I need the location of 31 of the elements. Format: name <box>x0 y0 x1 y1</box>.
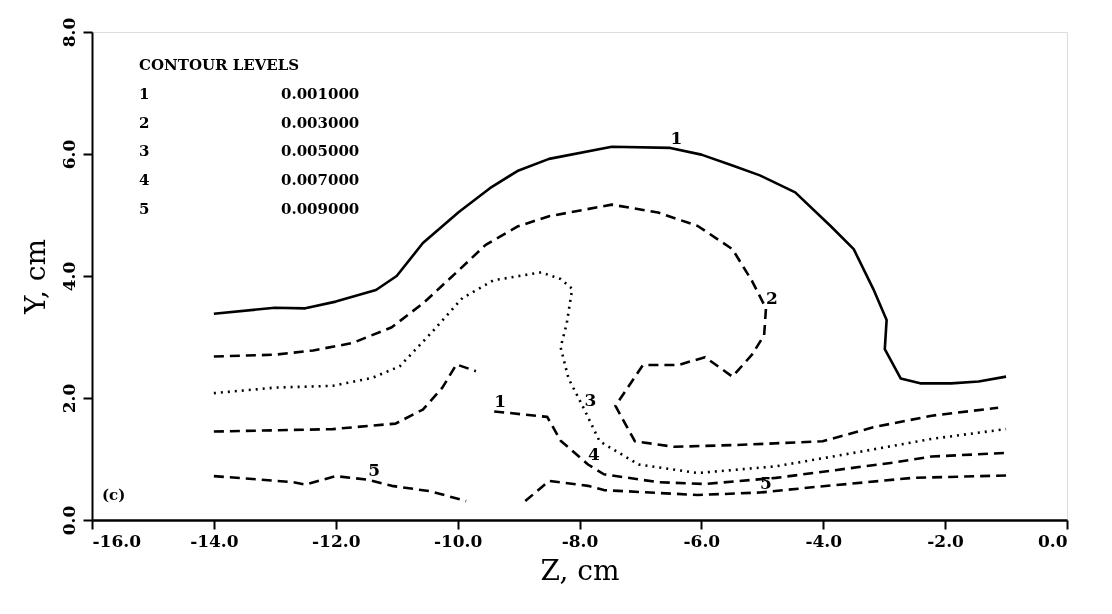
line-series <box>212 145 1008 385</box>
y-tick-label: 2.0 <box>58 383 79 414</box>
annotation: 5 <box>368 459 380 480</box>
line-series <box>212 203 1000 449</box>
x-tick-label: -16.0 <box>92 530 142 551</box>
annotation: 1 <box>670 127 683 148</box>
y-axis-title: Y, cm <box>18 239 52 315</box>
x-tick-label: -10.0 <box>433 530 483 551</box>
annotation: 4 <box>588 444 601 465</box>
y-tick-label: 6.0 <box>58 139 79 170</box>
x-tick-label: -4.0 <box>805 530 843 551</box>
annotation: (c) <box>102 486 126 504</box>
text: 3 0.005000 <box>139 142 360 161</box>
y-tick-label: 8.0 <box>58 17 79 48</box>
x-tick-label: -14.0 <box>190 530 239 551</box>
x-tick-label: 0.0 <box>1037 530 1068 551</box>
text: 4 0.007000 <box>139 171 360 190</box>
x-axis-title: Z, cm <box>540 553 620 587</box>
text: 2 0.003000 <box>139 113 360 132</box>
line-series <box>212 271 1008 475</box>
x-tick-label: -8.0 <box>561 530 599 551</box>
text: 1 0.001000 <box>139 85 360 103</box>
legend-title: CONTOUR LEVELS <box>139 56 300 74</box>
annotation: 1 <box>494 391 507 412</box>
annotation: 2 <box>766 288 778 309</box>
text: 5 0.009000 <box>139 199 360 218</box>
x-tick-label: -12.0 <box>312 530 361 551</box>
x-tick-label: -6.0 <box>683 530 721 551</box>
x-tick-label: -2.0 <box>927 530 965 551</box>
y-tick-label: 4.0 <box>58 261 79 292</box>
annotation: 3 <box>584 389 597 410</box>
